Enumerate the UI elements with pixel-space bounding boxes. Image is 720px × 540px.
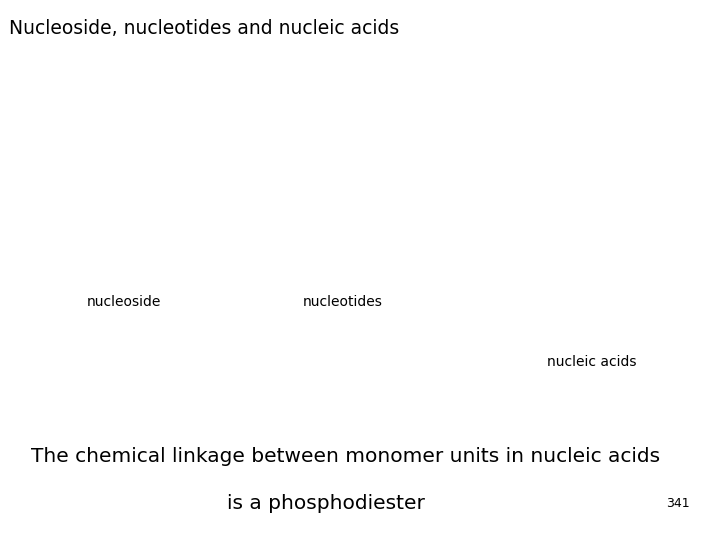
Text: nucleoside: nucleoside [86, 295, 161, 309]
Text: nucleic acids: nucleic acids [547, 355, 636, 369]
Text: nucleotides: nucleotides [302, 295, 382, 309]
Text: Nucleoside, nucleotides and nucleic acids: Nucleoside, nucleotides and nucleic acid… [9, 19, 399, 38]
Text: 341: 341 [666, 497, 690, 510]
Text: The chemical linkage between monomer units in nucleic acids: The chemical linkage between monomer uni… [31, 447, 660, 466]
Text: is a phosphodiester: is a phosphodiester [227, 494, 425, 513]
